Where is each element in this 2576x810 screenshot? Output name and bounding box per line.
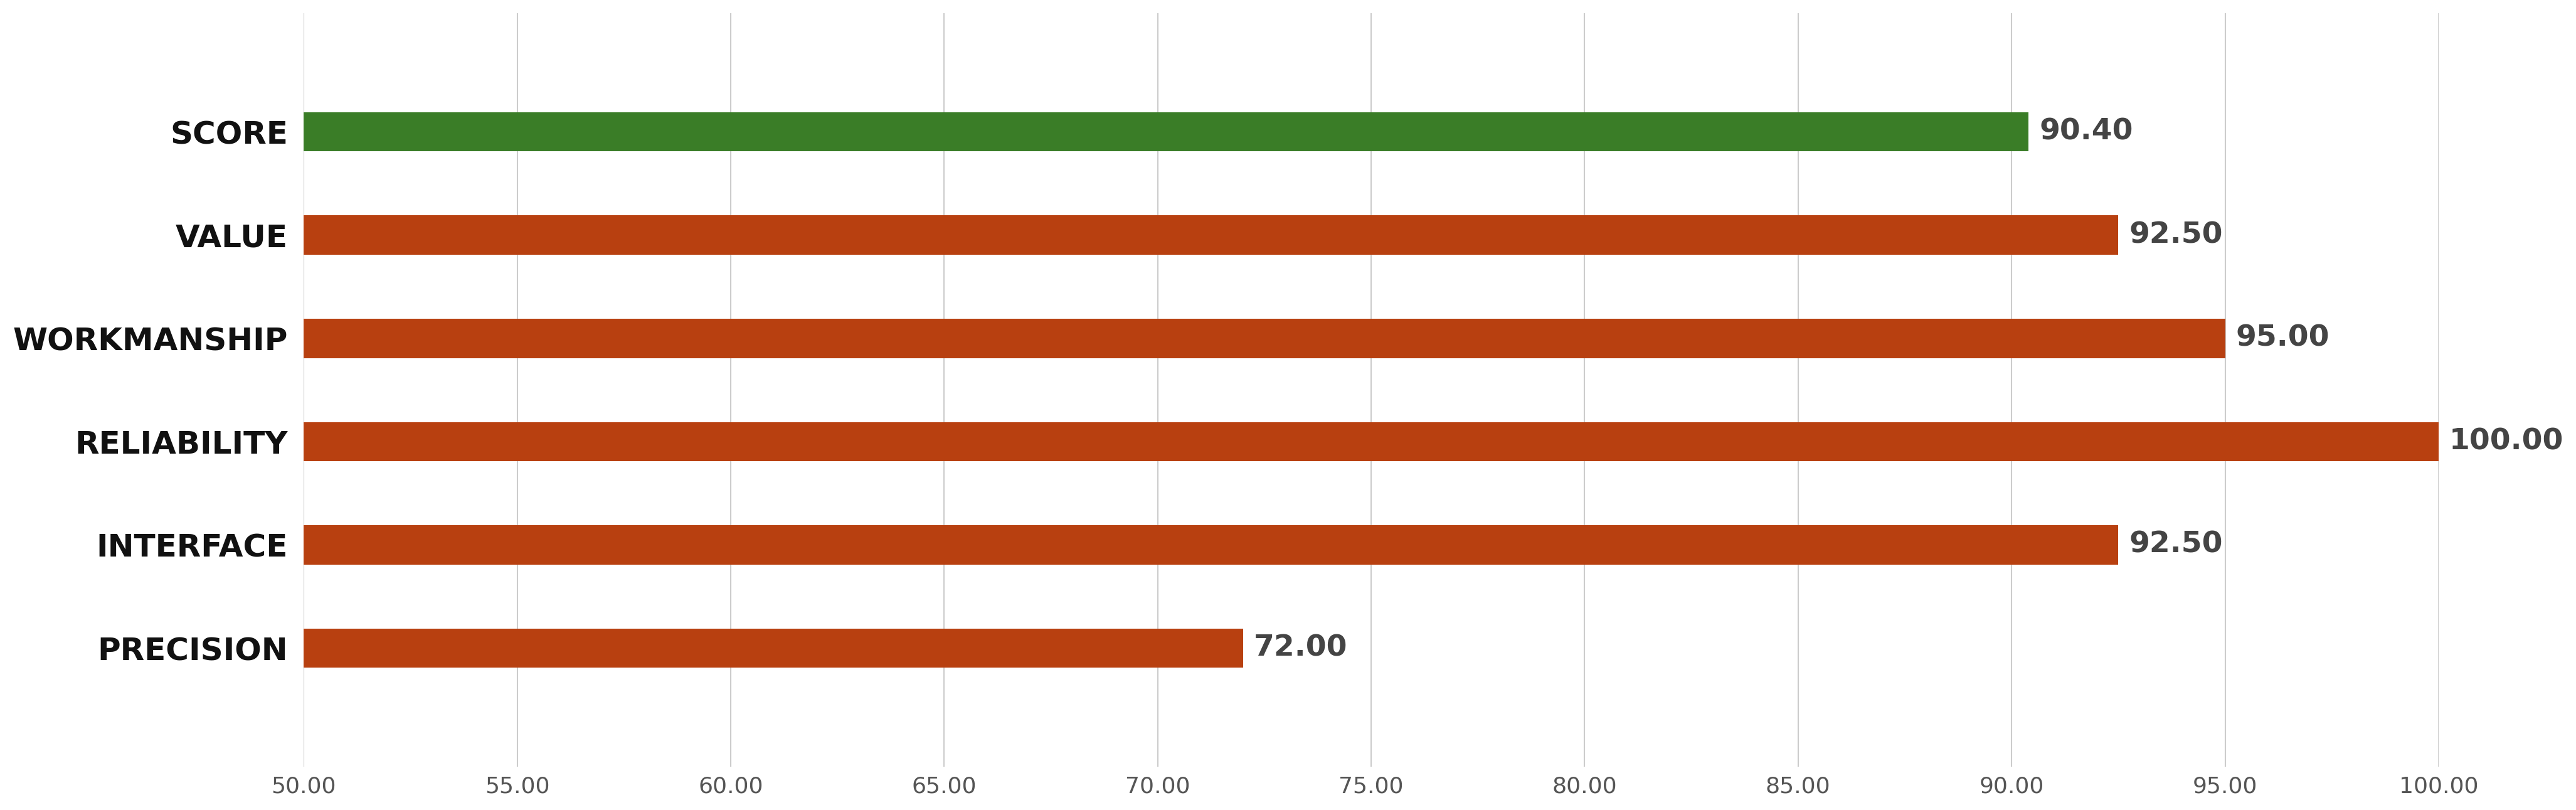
Text: 72.00: 72.00 (1255, 634, 1347, 663)
Bar (304, 629, 1244, 667)
Text: 95.00: 95.00 (2236, 324, 2329, 352)
Text: 92.50: 92.50 (2128, 221, 2223, 249)
Text: 92.50: 92.50 (2128, 531, 2223, 559)
Text: 100.00: 100.00 (2450, 428, 2563, 456)
Bar (304, 318, 2226, 358)
Bar (304, 113, 2030, 151)
Bar (304, 525, 2117, 565)
Text: 90.40: 90.40 (2040, 117, 2133, 146)
Bar (304, 215, 2117, 254)
Bar (304, 422, 2439, 461)
